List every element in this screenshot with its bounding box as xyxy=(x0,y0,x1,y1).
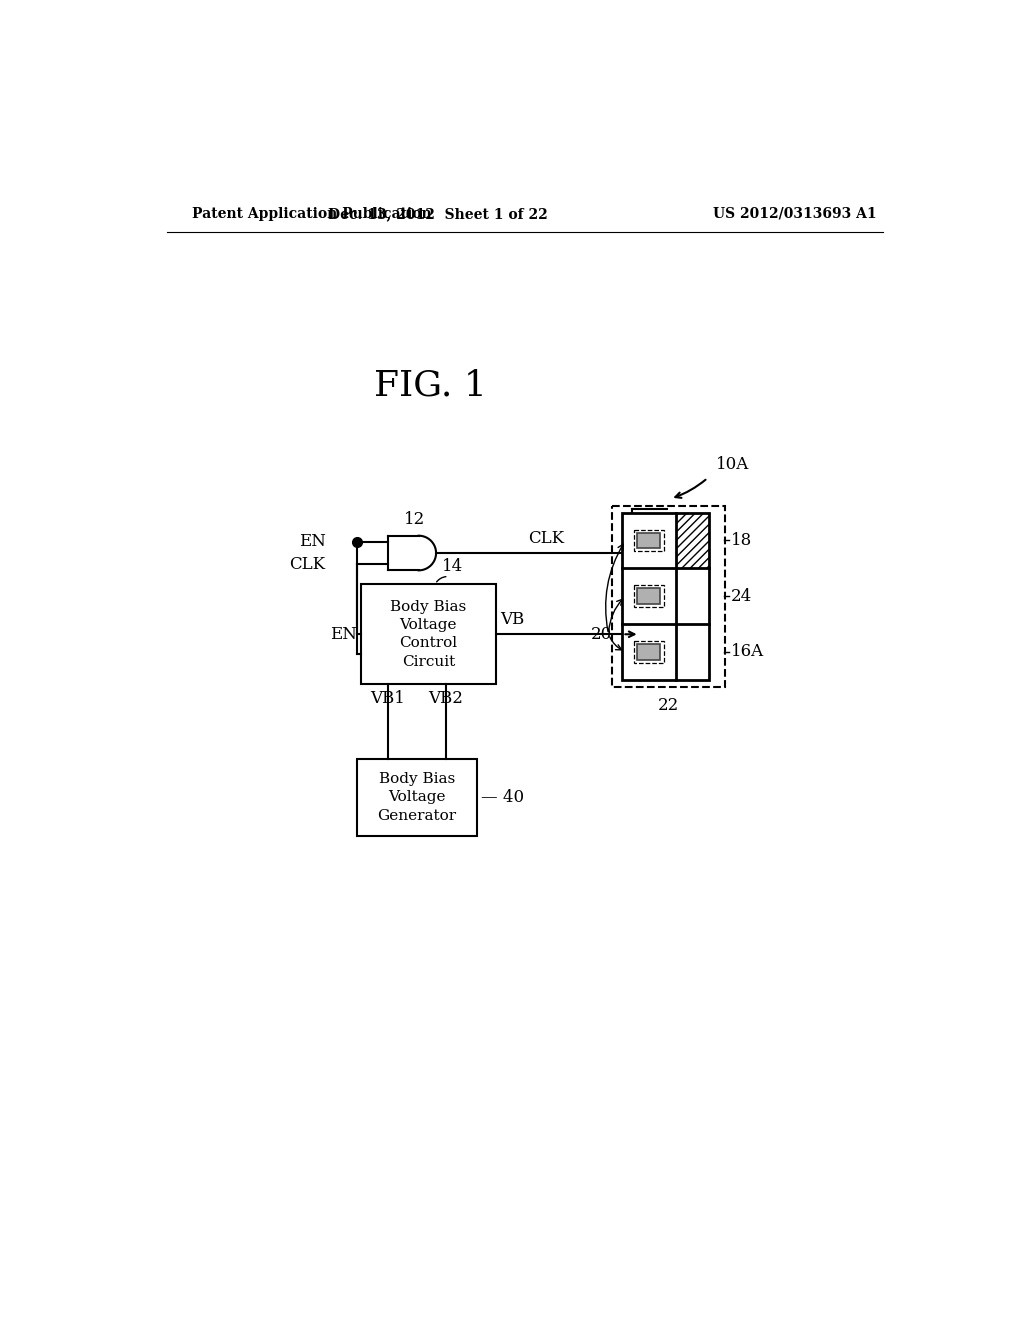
Bar xyxy=(622,512,710,680)
Text: Body Bias
Voltage
Control
Circuit: Body Bias Voltage Control Circuit xyxy=(390,599,467,669)
Bar xyxy=(676,512,710,569)
Text: — 40: — 40 xyxy=(480,789,523,807)
Text: 20: 20 xyxy=(591,626,612,643)
Text: 18: 18 xyxy=(731,532,753,549)
Text: VB: VB xyxy=(500,611,524,628)
Text: 10A: 10A xyxy=(716,455,749,473)
Text: Dec. 13, 2012  Sheet 1 of 22: Dec. 13, 2012 Sheet 1 of 22 xyxy=(328,207,548,220)
Text: FIG. 1: FIG. 1 xyxy=(374,368,486,403)
Text: EN: EN xyxy=(330,626,356,643)
Text: US 2012/0313693 A1: US 2012/0313693 A1 xyxy=(713,207,877,220)
Text: VB1: VB1 xyxy=(371,690,406,708)
Bar xyxy=(634,642,664,663)
Bar xyxy=(634,529,664,552)
Text: Patent Application Publication: Patent Application Publication xyxy=(191,207,431,220)
Text: 24: 24 xyxy=(731,587,753,605)
Text: 12: 12 xyxy=(404,511,425,528)
Text: CLK: CLK xyxy=(528,529,564,546)
Bar xyxy=(634,585,664,607)
Text: 22: 22 xyxy=(658,697,679,714)
Bar xyxy=(637,644,660,660)
Text: EN: EN xyxy=(299,533,326,550)
Text: 14: 14 xyxy=(442,558,463,576)
Text: 16A: 16A xyxy=(731,643,764,660)
Text: CLK: CLK xyxy=(290,556,326,573)
Bar xyxy=(356,759,477,836)
Bar xyxy=(637,589,660,603)
Bar xyxy=(360,585,496,684)
Bar xyxy=(612,507,725,688)
Bar xyxy=(637,533,660,548)
Text: VB2: VB2 xyxy=(428,690,463,708)
Text: Body Bias
Voltage
Generator: Body Bias Voltage Generator xyxy=(377,772,457,822)
